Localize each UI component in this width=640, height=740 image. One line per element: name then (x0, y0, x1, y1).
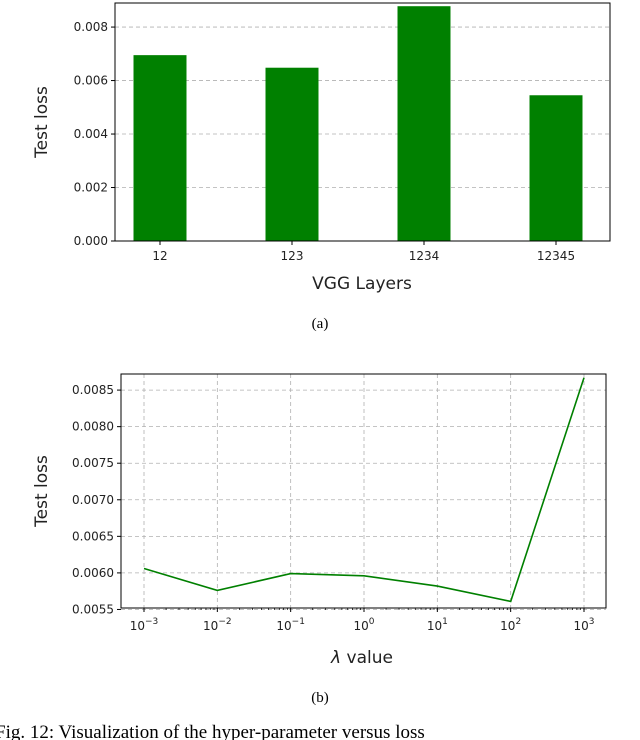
b-x-tick-label: 101 (427, 617, 448, 633)
chart-a: 0.000 0.002 0.004 0.006 0.008 12 123 1234 12345… (32, 2, 611, 332)
b-y-tick-label: 0.0085 (72, 383, 114, 397)
b-x-tick-label: 102 (500, 617, 521, 633)
b-gridlines (121, 374, 606, 610)
a-gridlines (115, 26, 610, 188)
figure-caption: Fig. 12: Visualization of the hyper-para… (0, 722, 425, 740)
a-x-axis-label: VGG Layers (312, 274, 412, 294)
b-x-tick-base: 10 (130, 619, 145, 633)
b-x-tick-label: 100 (353, 617, 374, 633)
a-x-tick-label: 12 (152, 249, 167, 263)
b-caption: (b) (311, 690, 329, 706)
b-y-tick-label: 0.0075 (72, 456, 114, 470)
a-bar (529, 95, 583, 242)
b-y-tick-label: 0.0080 (72, 420, 114, 434)
b-x-tick-base: 10 (500, 619, 515, 633)
a-x-tick-label: 1234 (409, 249, 440, 263)
b-y-tick-label: 0.0055 (72, 602, 114, 616)
a-bar (397, 6, 451, 242)
a-plot-frame (114, 2, 611, 242)
b-y-tick-label: 0.0065 (72, 529, 114, 543)
b-x-tick-base: 10 (573, 619, 588, 633)
b-x-tick-label: 10−2 (203, 617, 232, 633)
b-x-tick-base: 10 (276, 619, 291, 633)
a-x-tick-label: 123 (281, 249, 304, 263)
b-x-tick-exp: −2 (218, 617, 231, 627)
b-x-axis-text: value (341, 648, 393, 668)
a-bar (265, 67, 319, 242)
a-y-tick-label: 0.008 (74, 20, 108, 34)
a-y-tick-label: 0.000 (74, 234, 108, 248)
a-x-ticks: 12 123 1234 12345 (152, 241, 575, 263)
b-y-ticks: 0.0055 0.0060 0.0065 0.0070 0.0075 0.0080 0.00… (72, 383, 121, 616)
b-x-tick-label: 103 (573, 617, 594, 633)
a-y-tick-label: 0.002 (74, 181, 108, 195)
b-x-tick-exp: 3 (589, 617, 595, 627)
b-y-tick-label: 0.0060 (72, 566, 114, 580)
b-x-tick-label: 10−3 (130, 617, 159, 633)
b-series-line (143, 377, 585, 603)
b-x-tick-exp: −3 (145, 617, 158, 627)
b-y-tick-label: 0.0070 (72, 493, 114, 507)
a-bar (133, 55, 187, 241)
b-x-tick-exp: 0 (369, 617, 375, 627)
a-y-tick-label: 0.004 (74, 127, 108, 141)
a-x-tick-label: 12345 (537, 249, 575, 263)
b-x-tick-base: 10 (203, 619, 218, 633)
b-x-tick-base: 10 (353, 619, 368, 633)
b-x-tick-exp: 2 (515, 617, 521, 627)
b-x-axis-label: λ value (330, 648, 393, 668)
b-x-tick-exp: −1 (292, 617, 305, 627)
a-bars (133, 6, 583, 242)
a-y-tick-label: 0.006 (74, 74, 108, 88)
b-x-tick-label: 10−1 (276, 617, 305, 633)
b-x-tick-base: 10 (427, 619, 442, 633)
b-x-ticks: 10−3 10−2 10−1 100 101 102 103 (130, 608, 595, 633)
chart-b: 0.0055 0.0060 0.0065 0.0070 0.0075 0.0080 0.00… (32, 373, 607, 706)
b-x-axis-symbol: λ (330, 648, 341, 668)
b-x-tick-exp: 1 (442, 617, 448, 627)
b-y-axis-label: Test loss (32, 455, 52, 528)
a-caption: (a) (312, 316, 329, 332)
a-y-ticks: 0.000 0.002 0.004 0.006 0.008 (74, 20, 115, 248)
a-y-axis-label: Test loss (32, 86, 52, 159)
